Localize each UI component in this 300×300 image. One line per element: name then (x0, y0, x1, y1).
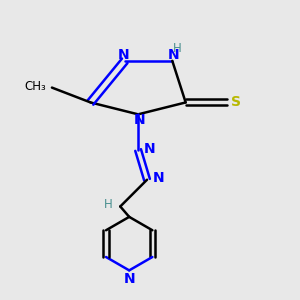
Text: CH₃: CH₃ (24, 80, 46, 93)
Text: N: N (117, 49, 129, 62)
Text: N: N (168, 49, 180, 62)
Text: N: N (144, 142, 155, 155)
Text: N: N (123, 272, 135, 286)
Text: H: H (173, 42, 182, 55)
Text: N: N (134, 113, 146, 127)
Text: N: N (152, 171, 164, 185)
Text: H: H (103, 198, 112, 211)
Text: S: S (231, 95, 241, 110)
